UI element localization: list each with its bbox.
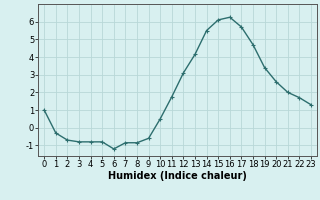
X-axis label: Humidex (Indice chaleur): Humidex (Indice chaleur) — [108, 171, 247, 181]
